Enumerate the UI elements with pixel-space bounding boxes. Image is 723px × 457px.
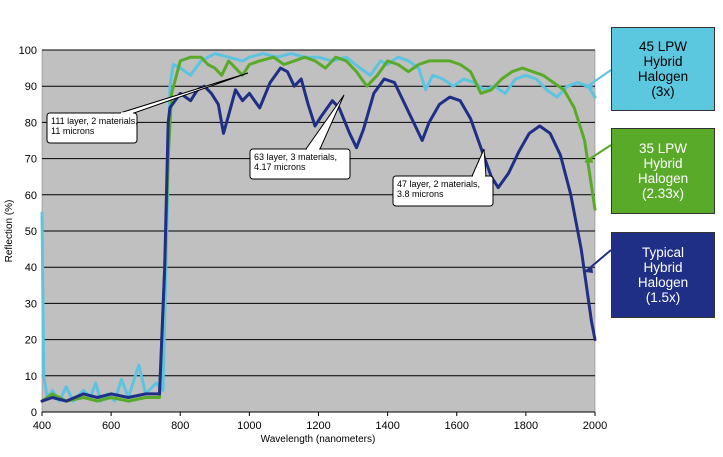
callout-text: 111 layer, 2 materials,: [51, 116, 138, 126]
x-axis: 400 600 800 1000 1200 1400 1600 1800 2000: [33, 412, 607, 432]
callout-box: [46, 112, 138, 144]
legend-pointers: [584, 69, 612, 273]
callout-0: 111 layer, 2 materials,11 microns: [46, 72, 249, 144]
callout-text: 47 layer, 2 materials,: [397, 179, 480, 189]
callout-box: [249, 148, 351, 180]
legend-pointer-head: [585, 266, 593, 273]
x-tick-label: 2000: [583, 420, 607, 432]
callout-box: [392, 175, 494, 207]
y-tick-label: 100: [19, 45, 37, 57]
legend-item-typical: Typical Hybrid Halogen (1.5x): [611, 232, 715, 318]
callout-text: 4.17 microns: [254, 162, 306, 172]
y-tick-label: 50: [25, 226, 37, 238]
y-tick-label: 80: [25, 117, 37, 129]
series-line-0: [40, 66, 597, 403]
y-tick-label: 90: [25, 81, 37, 93]
legend-item-45-lpw: 45 LPW Hybrid Halogen (3x): [611, 27, 715, 111]
legend-label: 35 LPW Hybrid Halogen (2.33x): [637, 141, 689, 201]
legend-pointer-head: [585, 156, 593, 163]
x-tick-label: 600: [102, 420, 120, 432]
x-tick-label: 1200: [306, 420, 330, 432]
y-tick-label: 60: [25, 190, 37, 202]
callout-text: 63 layer, 3 materials,: [254, 152, 337, 162]
y-tick-label: 40: [25, 262, 37, 274]
callout-text: 11 microns: [51, 126, 95, 136]
callout-text: 3.8 microns: [397, 189, 444, 199]
legend-label: Typical Hybrid Halogen (1.5x): [637, 245, 689, 305]
legend-pointer-head: [585, 82, 593, 89]
x-tick-label: 1600: [445, 420, 469, 432]
y-tick-label: 0: [31, 407, 37, 419]
y-tick-label: 10: [25, 371, 37, 383]
y-tick-label: 20: [25, 335, 37, 347]
callout-2: 47 layer, 2 materials,3.8 microns: [392, 148, 494, 207]
y-tick-label: 70: [25, 154, 37, 166]
x-axis-label: Wavelength (nanometers): [261, 434, 376, 445]
legend-item-35-lpw: 35 LPW Hybrid Halogen (2.33x): [611, 128, 715, 214]
y-axis: 0 10 20 30 40 50 60 70 80 90 100: [19, 45, 37, 419]
series-lines: [40, 52, 597, 403]
x-tick-label: 1000: [237, 420, 261, 432]
callout-1: 63 layer, 3 materials,4.17 microns: [249, 94, 351, 180]
y-tick-label: 30: [25, 298, 37, 310]
legend-label: 45 LPW Hybrid Halogen (3x): [637, 39, 689, 99]
x-tick-label: 1400: [375, 420, 399, 432]
y-axis-label: Reflection (%): [4, 200, 15, 263]
x-tick-label: 1800: [514, 420, 538, 432]
x-tick-label: 400: [33, 420, 51, 432]
x-tick-label: 800: [171, 420, 189, 432]
